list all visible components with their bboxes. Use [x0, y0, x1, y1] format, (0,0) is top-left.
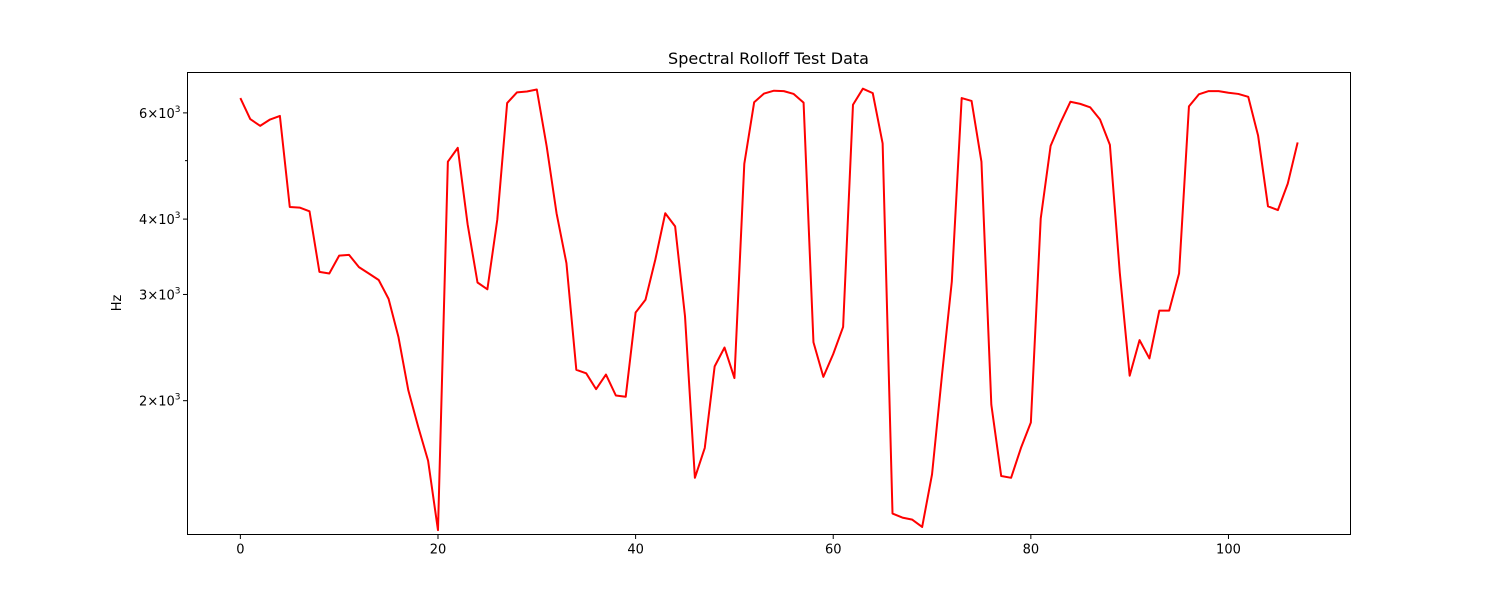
x-tick-label: 60: [825, 543, 842, 558]
plot-frame: [187, 72, 1351, 535]
axis-ticks: 0 20 40 60 80 100 2×103 3×103 4×103 6×103: [139, 105, 1241, 558]
y-axis-label: Hz: [110, 295, 125, 312]
x-tick-label: 20: [430, 543, 447, 558]
chart-title: Spectral Rolloff Test Data: [668, 49, 869, 68]
x-tick-label: 0: [236, 543, 244, 558]
x-tick-label: 40: [627, 543, 644, 558]
series-line: [239, 87, 1299, 532]
y-tick-label: 4×103: [139, 211, 180, 228]
x-tick-label: 100: [1216, 543, 1241, 558]
y-tick-label: 2×103: [139, 393, 180, 410]
x-tick-label: 80: [1023, 543, 1040, 558]
y-tick-label: 3×103: [139, 286, 180, 303]
y-tick-label: 6×103: [139, 105, 180, 122]
